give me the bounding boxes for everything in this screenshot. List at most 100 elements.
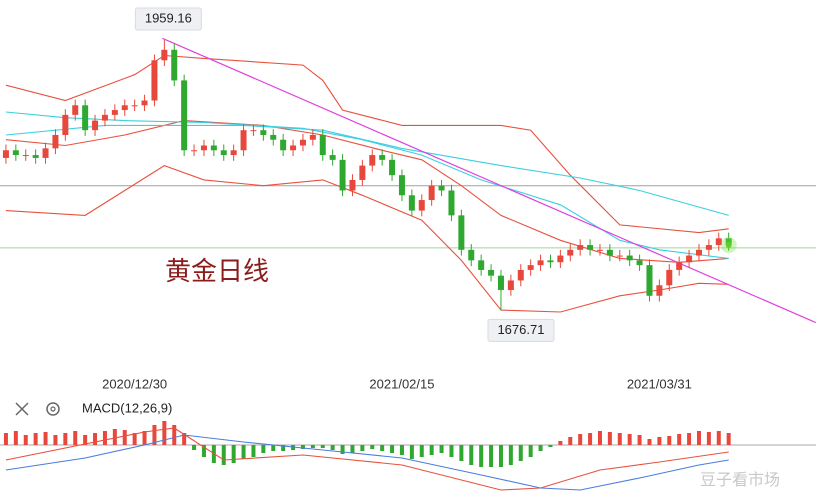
- macd-bar: [281, 445, 286, 451]
- candle-body: [577, 245, 584, 250]
- candle-body: [497, 275, 504, 291]
- candle-body: [121, 105, 128, 111]
- macd-panel: [0, 421, 816, 491]
- candle-body: [210, 145, 217, 151]
- macd-bar: [419, 445, 424, 457]
- candle-body: [705, 245, 712, 250]
- macd-bar: [409, 445, 414, 459]
- last-price-dot: [725, 242, 732, 249]
- macd-bar: [390, 445, 395, 453]
- macd-bar: [122, 430, 127, 445]
- macd-bar: [360, 445, 365, 451]
- macd-bar: [340, 445, 345, 454]
- macd-bar: [261, 445, 266, 453]
- indicator-line: [5, 164, 729, 313]
- x-tick-label: 2021/02/15: [369, 376, 434, 391]
- macd-bar: [330, 445, 335, 450]
- macd-bar: [83, 435, 88, 445]
- candle-body: [596, 249, 603, 251]
- macd-bar: [597, 431, 602, 445]
- candle-body: [369, 155, 376, 166]
- macd-bar: [399, 445, 404, 455]
- candle-body: [22, 155, 29, 157]
- price-annotation-box: [487, 318, 555, 342]
- macd-bar: [33, 433, 38, 445]
- settings-icon[interactable]: [46, 402, 60, 416]
- macd-bar: [647, 439, 652, 445]
- macd-line: [5, 427, 729, 491]
- candle-body: [151, 60, 158, 101]
- macd-bar: [53, 435, 58, 445]
- macd-bar: [251, 445, 256, 457]
- indicator-line: [5, 124, 729, 216]
- macd-bar: [548, 445, 553, 447]
- macd-bar: [182, 433, 187, 445]
- macd-bar: [13, 431, 18, 445]
- macd-bar: [370, 445, 375, 449]
- candle-body: [428, 185, 435, 201]
- candle-body: [656, 285, 663, 296]
- candle-body: [42, 148, 49, 158]
- candle-body: [32, 155, 39, 158]
- macd-bar: [23, 435, 28, 445]
- macd-bar: [528, 445, 533, 457]
- candle-body: [270, 134, 277, 140]
- candle-body: [299, 139, 306, 146]
- macd-bar: [518, 445, 523, 461]
- candle-body: [92, 120, 99, 131]
- macd-bar: [192, 445, 197, 450]
- candle-body: [191, 150, 198, 152]
- candle-body: [408, 195, 415, 211]
- candle-body: [62, 114, 69, 135]
- close-icon[interactable]: [15, 402, 29, 416]
- candle-body: [290, 145, 297, 151]
- macd-bar: [568, 437, 573, 445]
- candle-body: [488, 269, 495, 276]
- macd-bar: [142, 431, 147, 445]
- macd-bar: [429, 445, 434, 455]
- macd-bar: [696, 431, 701, 445]
- candle-body: [458, 215, 465, 250]
- macd-bar: [459, 445, 464, 461]
- candle-body: [448, 190, 455, 216]
- candle-body: [527, 265, 534, 270]
- candle-body: [379, 155, 386, 160]
- candle-body: [131, 105, 138, 107]
- candle-body: [339, 159, 346, 191]
- macd-bar: [172, 425, 177, 445]
- watermark: 豆子看市场: [700, 471, 780, 489]
- macd-bar: [687, 433, 692, 445]
- macd-bar: [667, 436, 672, 445]
- macd-bar: [627, 434, 632, 445]
- macd-bar: [716, 431, 721, 445]
- price-annotation-box: [134, 7, 202, 31]
- candle-body: [240, 130, 247, 151]
- macd-bar: [657, 437, 662, 445]
- candle-body: [646, 265, 653, 296]
- candle-body: [141, 100, 148, 106]
- candle-body: [686, 255, 693, 263]
- candle-body: [587, 245, 594, 250]
- macd-bar: [112, 429, 117, 445]
- candle-body: [359, 165, 366, 180]
- candle-body: [250, 130, 257, 132]
- candle-body: [478, 260, 485, 270]
- macd-bar: [508, 445, 513, 465]
- macd-bar: [152, 425, 157, 445]
- macd-bar: [726, 433, 731, 445]
- macd-bar: [102, 431, 107, 445]
- candle-body: [567, 249, 574, 256]
- candle-body: [636, 260, 643, 266]
- candle-body: [2, 150, 9, 158]
- candle-body: [52, 134, 59, 149]
- candle-body: [111, 110, 118, 115]
- candle-body: [695, 249, 702, 256]
- candle-body: [389, 159, 396, 176]
- macd-bar: [380, 445, 385, 451]
- macd-bar: [320, 445, 325, 448]
- macd-bar: [469, 445, 474, 465]
- candle-body: [220, 150, 227, 156]
- candle-body: [537, 260, 544, 266]
